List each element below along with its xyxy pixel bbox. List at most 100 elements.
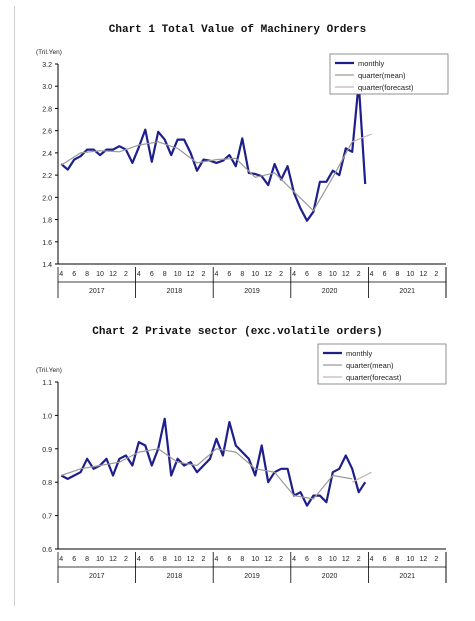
series-monthly-line [60,81,367,222]
y-tick-label: 2.8 [42,106,52,113]
x-tick-label: 4 [370,556,374,563]
y-tick-label: 1.4 [42,262,52,269]
y-tick-label: 0.6 [42,547,52,554]
x-tick-label: 12 [264,556,272,563]
chart2: 0.60.70.80.91.01.1(Tril.Yen)4 6 8 10 12 2 4 6 8 1… [36,343,447,583]
x-tick-label: 12 [187,271,195,278]
x-tick-label: 10 [329,271,337,278]
x-tick-label: 8 [396,556,400,563]
legend-label: quarter(forecast) [358,83,414,92]
y-tick-label: 2.6 [42,129,52,136]
x-tick-label: 10 [329,556,337,563]
series-monthly-line [60,417,367,507]
x-tick-label: 6 [305,556,309,563]
x-tick-label: 6 [72,556,76,563]
x-tick-label: 4 [292,556,296,563]
year-label: 2018 [167,573,183,580]
y-tick-label: 1.0 [42,413,52,420]
series-quarter-forecast-line [351,133,372,143]
chart1-title: Chart 1 Total Value of Machinery Orders [108,24,367,36]
year-label: 2021 [399,288,415,295]
series-quarter-mean-line [61,448,353,500]
y-tick-label: 0.9 [42,447,52,454]
year-label: 2019 [244,573,260,580]
x-tick-label: 6 [72,271,76,278]
x-tick-label: 4 [137,271,141,278]
year-label: 2020 [322,288,338,295]
x-tick-label: 12 [342,556,350,563]
x-tick-label: 12 [264,271,272,278]
y-tick-label: 1.8 [42,218,52,225]
legend-label: monthly [346,349,373,358]
x-tick-label: 12 [109,556,117,563]
x-tick-label: 10 [251,271,259,278]
y-tick-label: 2.2 [42,173,52,180]
x-tick-label: 2 [124,271,128,278]
y-tick-label: 1.6 [42,240,52,247]
x-tick-label: 2 [434,271,438,278]
x-tick-label: 2 [202,556,206,563]
x-tick-label: 6 [150,271,154,278]
y-tick-label: 1.1 [42,380,52,387]
x-tick-label: 4 [59,556,63,563]
x-tick-label: 10 [174,271,182,278]
x-tick-label: 10 [96,271,104,278]
year-label: 2017 [89,573,105,580]
x-tick-label: 4 [214,271,218,278]
y-tick-label: 0.7 [42,514,52,521]
x-tick-label: 6 [305,271,309,278]
year-label: 2020 [322,573,338,580]
legend-label: quarter(mean) [346,361,394,370]
y-axis-label: (Tril.Yen) [36,367,62,374]
x-tick-label: 8 [240,271,244,278]
x-tick-label: 2 [202,271,206,278]
x-tick-label: 4 [370,271,374,278]
chart1: 1.4 1.6 1.8 2.0 2.2 2.4 2.6 2.8 3.0 3.2 (Tril.Yen)… [36,49,449,298]
x-tick-label: 2 [279,556,283,563]
x-tick-label: 12 [109,271,117,278]
x-tick-label: 10 [174,556,182,563]
x-tick-label: 6 [227,271,231,278]
x-tick-label: 8 [163,556,167,563]
x-tick-label: 8 [163,271,167,278]
x-tick-label: 4 [137,556,141,563]
y-tick-label: 2.4 [42,151,52,158]
series-quarter-mean-line [60,141,353,212]
x-tick-label: 6 [383,271,387,278]
x-tick-label: 12 [419,556,427,563]
x-tick-label: 8 [85,271,89,278]
x-tick-label: 2 [357,556,361,563]
x-tick-label: 8 [396,271,400,278]
y-tick-label: 3.0 [42,84,52,91]
chart2-title: Chart 2 Private sector (exc.volatile ord… [92,326,383,338]
y-axis-label: (Tril.Yen) [36,49,62,56]
series-quarter-forecast-line [351,471,372,483]
y-tick-label: 3.2 [42,62,52,69]
x-tick-label: 4 [292,271,296,278]
year-label: 2017 [89,288,105,295]
x-tick-label: 2 [124,556,128,563]
x-tick-label: 12 [187,556,195,563]
page-border [14,6,15,606]
x-tick-label: 10 [251,556,259,563]
year-label: 2019 [244,288,260,295]
x-tick-label: 4 [59,271,63,278]
x-tick-label: 6 [383,556,387,563]
x-tick-label: 8 [318,271,322,278]
x-tick-label: 10 [407,271,415,278]
x-tick-label: 10 [407,556,415,563]
legend-label: quarter(forecast) [346,373,402,382]
x-tick-label: 8 [240,556,244,563]
y-tick-label: 0.8 [42,480,52,487]
legend-label: monthly [358,59,385,68]
legend-label: quarter(mean) [358,71,406,80]
x-tick-label: 12 [419,271,427,278]
x-tick-label: 10 [96,556,104,563]
x-tick-label: 2 [434,556,438,563]
year-label: 2021 [399,573,415,580]
x-tick-label: 6 [227,556,231,563]
y-tick-label: 2.0 [42,195,52,202]
x-tick-label: 8 [318,556,322,563]
x-tick-label: 4 [214,556,218,563]
